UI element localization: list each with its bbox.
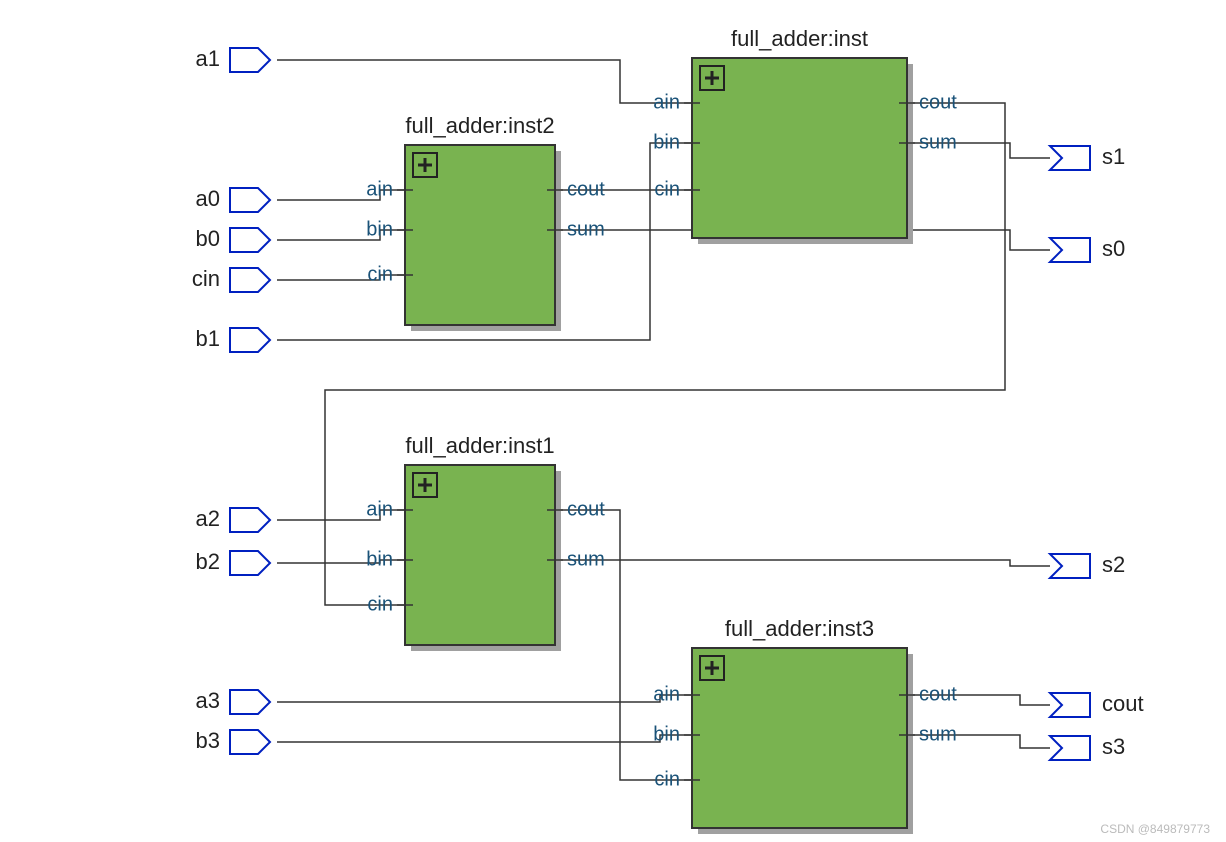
port-cout: cout [567,498,605,520]
port-ain: ain [366,498,393,520]
input-pin-a0: a0 [196,186,270,212]
input-pin-a2: a2 [196,506,270,532]
port-cout: cout [919,91,957,113]
wire-a1-inst-ain [277,60,692,103]
port-bin: bin [653,723,680,745]
block-title: full_adder:inst [731,26,868,51]
output-pin-s2: s2 [1050,552,1125,578]
svg-text:b2: b2 [196,549,220,574]
input-pin-b3: b3 [196,728,270,754]
port-bin: bin [366,548,393,570]
circuit-diagram: full_adder:inst2ainbincincoutsumfull_add… [0,0,1226,842]
svg-text:b3: b3 [196,728,220,753]
port-cin: cin [654,178,680,200]
block-title: full_adder:inst1 [405,433,554,458]
output-pin-s3: s3 [1050,734,1125,760]
svg-text:a3: a3 [196,688,220,713]
watermark: CSDN @849879773 [1100,822,1210,836]
svg-text:s0: s0 [1102,236,1125,261]
input-pin-b2: b2 [196,549,270,575]
block-title: full_adder:inst2 [405,113,554,138]
block-inst: full_adder:instain bin cin cout sum [653,26,957,244]
svg-text:s2: s2 [1102,552,1125,577]
port-cin: cin [654,768,680,790]
port-sum: sum [919,723,957,745]
input-pin-a3: a3 [196,688,270,714]
block-inst3: full_adder:inst3ain bin cin cout sum [653,616,957,834]
wire-a3-inst3-ain [277,695,692,702]
port-sum: sum [567,548,605,570]
port-cout: cout [919,683,957,705]
wire-inst1-sum-s2 [555,560,1050,566]
input-pin-b1: b1 [196,326,270,352]
svg-text:a2: a2 [196,506,220,531]
block-title: full_adder:inst3 [725,616,874,641]
input-pin-a1: a1 [196,46,270,72]
block-inst1: full_adder:inst1ain bin cin cout sum [366,433,605,651]
svg-text:cout: cout [1102,691,1144,716]
svg-text:s3: s3 [1102,734,1125,759]
svg-text:a0: a0 [196,186,220,211]
port-ain: ain [653,91,680,113]
port-sum: sum [919,131,957,153]
input-pin-b0: b0 [196,226,270,252]
port-bin: bin [366,218,393,240]
svg-text:cin: cin [192,266,220,291]
port-sum: sum [567,218,605,240]
svg-text:s1: s1 [1102,144,1125,169]
port-cin: cin [367,263,393,285]
port-bin: bin [653,131,680,153]
svg-text:b1: b1 [196,326,220,351]
port-cout: cout [567,178,605,200]
input-pin-cin: cin [192,266,270,292]
output-pin-s0: s0 [1050,236,1125,262]
port-ain: ain [366,178,393,200]
output-pin-cout: cout [1050,691,1144,717]
port-cin: cin [367,593,393,615]
svg-text:a1: a1 [196,46,220,71]
wire-b3-inst3-bin [277,735,692,742]
block-inst2: full_adder:inst2ain bin cin cout sum [366,113,605,331]
svg-text:b0: b0 [196,226,220,251]
port-ain: ain [653,683,680,705]
output-pin-s1: s1 [1050,144,1125,170]
